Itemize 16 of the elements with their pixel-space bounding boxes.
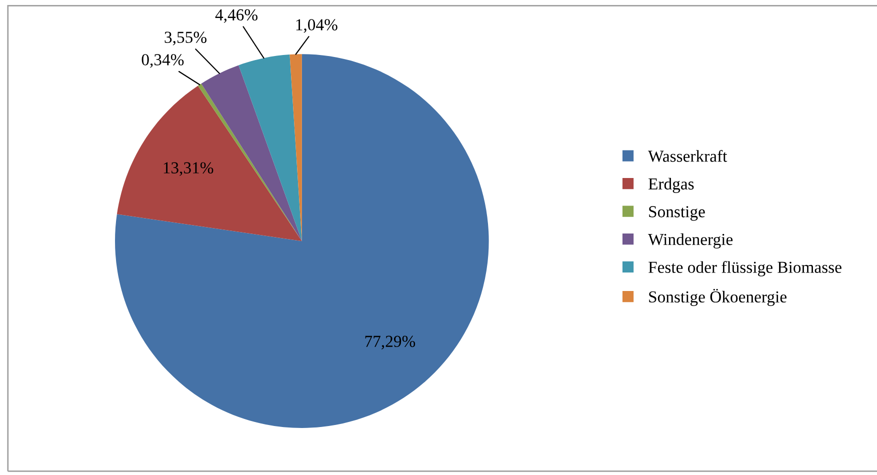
legend-label: Sonstige [649,206,705,221]
data-label: 1,04% [296,19,338,33]
legend-label: Feste oder flüssige Biomasse [648,261,842,276]
data-label: 77,29% [365,336,416,350]
legend-label: Erdgas [648,178,694,193]
pie-slice [290,54,302,242]
data-label: 0,34% [142,54,184,68]
legend-label: Wasserkraft [648,150,728,162]
pie-slice [238,54,302,242]
data-label: 3,55% [164,32,206,46]
pie-slice [115,54,489,428]
legend-label: Windenergie [648,233,733,249]
pie-slice [116,86,302,242]
data-label: 4,46% [215,9,258,23]
legend-label: Sonstige Ökoenergie [649,288,786,306]
data-label: 13,31% [164,162,214,176]
